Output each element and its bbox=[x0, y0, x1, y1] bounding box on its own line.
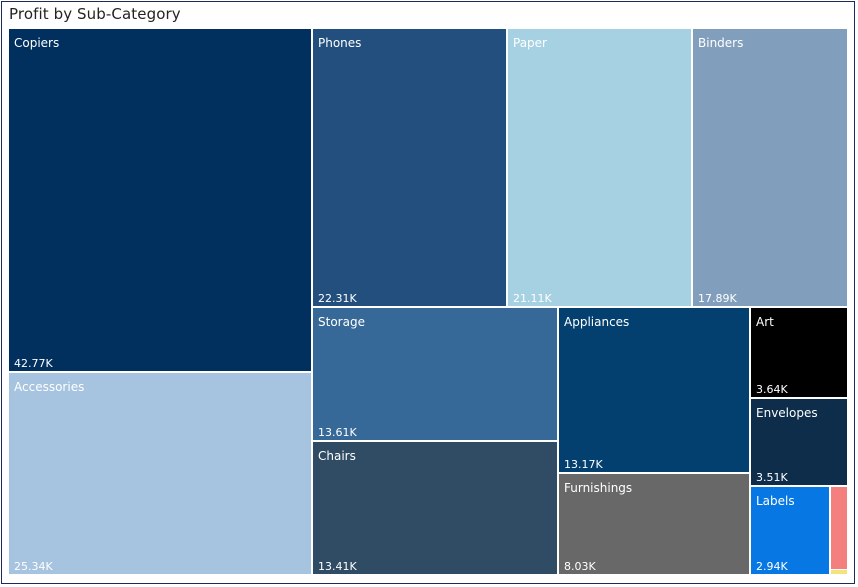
chart-title: Profit by Sub-Category bbox=[9, 5, 181, 23]
tile-value-binders: 17.89K bbox=[698, 292, 737, 305]
tile-value-art: 3.64K bbox=[756, 383, 788, 396]
tile-value-furnishings: 8.03K bbox=[564, 560, 596, 573]
treemap-tile-phones[interactable]: Phones 22.31K bbox=[313, 29, 506, 306]
treemap-tile-art[interactable]: Art 3.64K bbox=[751, 308, 847, 397]
treemap-tile-chairs[interactable]: Chairs 13.41K bbox=[313, 442, 557, 574]
treemap-tile-accessories[interactable]: Accessories 25.34K bbox=[9, 373, 311, 574]
tile-label-appliances: Appliances bbox=[564, 315, 630, 329]
tile-label-accessories: Accessories bbox=[14, 380, 85, 394]
tile-value-envelopes: 3.51K bbox=[756, 471, 788, 484]
tile-label-phones: Phones bbox=[318, 36, 362, 50]
tile-value-copiers: 42.77K bbox=[14, 357, 53, 370]
treemap-tile-paper[interactable]: Paper 21.11K bbox=[508, 29, 691, 306]
tile-label-envelopes: Envelopes bbox=[756, 406, 818, 420]
tile-label-art: Art bbox=[756, 315, 774, 329]
tile-label-copiers: Copiers bbox=[14, 36, 60, 50]
tile-value-storage: 13.61K bbox=[318, 426, 357, 439]
tile-label-labels: Labels bbox=[756, 494, 795, 508]
tile-value-appliances: 13.17K bbox=[564, 458, 603, 471]
tile-label-binders: Binders bbox=[698, 36, 744, 50]
tile-label-chairs: Chairs bbox=[318, 449, 356, 463]
treemap-tile-segment-13[interactable] bbox=[831, 487, 847, 569]
tile-label-furnishings: Furnishings bbox=[564, 481, 633, 495]
tile-value-chairs: 13.41K bbox=[318, 560, 357, 573]
tile-label-storage: Storage bbox=[318, 315, 365, 329]
tile-value-phones: 22.31K bbox=[318, 292, 357, 305]
treemap-tile-furnishings[interactable]: Furnishings 8.03K bbox=[559, 474, 749, 574]
treemap-tile-binders[interactable]: Binders 17.89K bbox=[693, 29, 847, 306]
tile-value-paper: 21.11K bbox=[513, 292, 552, 305]
tile-label-paper: Paper bbox=[513, 36, 547, 50]
treemap-tile-envelopes[interactable]: Envelopes 3.51K bbox=[751, 399, 847, 485]
treemap-tile-storage[interactable]: Storage 13.61K bbox=[313, 308, 557, 440]
treemap-tile-segment-14[interactable] bbox=[831, 570, 847, 574]
treemap-tile-copiers[interactable]: Copiers 42.77K bbox=[9, 29, 311, 371]
tile-value-labels: 2.94K bbox=[756, 560, 788, 573]
treemap-tile-labels[interactable]: Labels 2.94K bbox=[751, 487, 829, 574]
treemap-tile-appliances[interactable]: Appliances 13.17K bbox=[559, 308, 749, 472]
tile-value-accessories: 25.34K bbox=[14, 560, 53, 573]
